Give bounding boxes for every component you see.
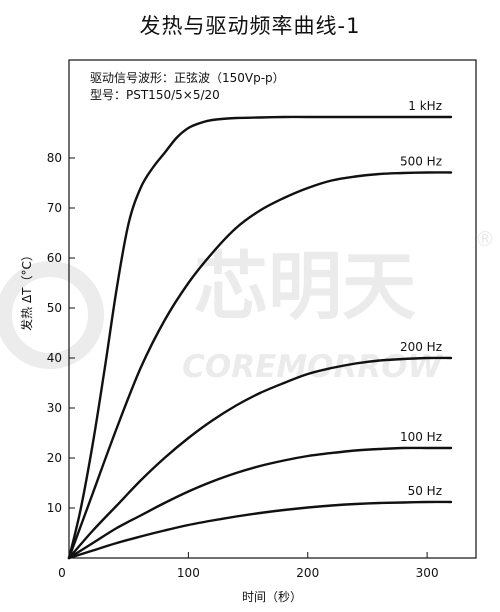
watermark-logo-icon xyxy=(0,261,104,369)
series-labels: 1 kHz 500 Hz 200 Hz 100 Hz 50 Hz xyxy=(400,99,442,498)
y-tick-label: 50 xyxy=(47,301,62,315)
watermark-brand-en: COREMORROW xyxy=(182,349,443,385)
series-label-1-khz: 1 kHz xyxy=(408,99,442,113)
x-tick-label: 0 xyxy=(58,566,66,580)
series-line-200-hz xyxy=(67,356,453,560)
plot-frame xyxy=(68,59,477,559)
y-axis-label: 发热 ΔT（°C） xyxy=(19,249,34,331)
series-group xyxy=(67,115,453,560)
chart-title: 发热与驱动频率曲线-1 xyxy=(139,14,361,38)
y-tick-label: 80 xyxy=(47,151,62,165)
series-line-50-hz xyxy=(67,500,453,560)
y-tick-label: 10 xyxy=(47,501,62,515)
x-tick-label: 300 xyxy=(416,566,439,580)
x-tick-label: 100 xyxy=(177,566,200,580)
series-label-50-hz: 50 Hz xyxy=(408,484,442,498)
series-label-500-hz: 500 Hz xyxy=(400,155,442,169)
note-model: 型号：PST150/5×5/20 xyxy=(90,88,220,102)
x-axis: 0 100 200 300 xyxy=(58,552,439,580)
series-line-1-khz xyxy=(67,115,453,560)
x-tick-label: 200 xyxy=(296,566,319,580)
series-line-500-hz xyxy=(67,171,453,560)
note-waveform: 驱动信号波形：正弦波（150Vp-p） xyxy=(90,70,285,85)
y-tick-label: 20 xyxy=(47,451,62,465)
watermark-brand-cn: 芯明天 xyxy=(194,244,416,330)
x-axis-label: 时间（秒） xyxy=(242,590,302,604)
watermark-registered: ® xyxy=(475,227,495,251)
series-label-200-hz: 200 Hz xyxy=(400,340,442,354)
series-line-100-hz xyxy=(67,446,453,560)
y-tick-label: 40 xyxy=(47,351,62,365)
series-label-100-hz: 100 Hz xyxy=(400,430,442,444)
watermark: 芯明天 COREMORROW ® xyxy=(0,227,495,385)
y-axis: 10 20 30 40 50 60 70 80 xyxy=(47,151,75,515)
y-tick-label: 30 xyxy=(47,401,62,415)
y-tick-label: 60 xyxy=(47,251,62,265)
y-tick-label: 70 xyxy=(47,201,62,215)
